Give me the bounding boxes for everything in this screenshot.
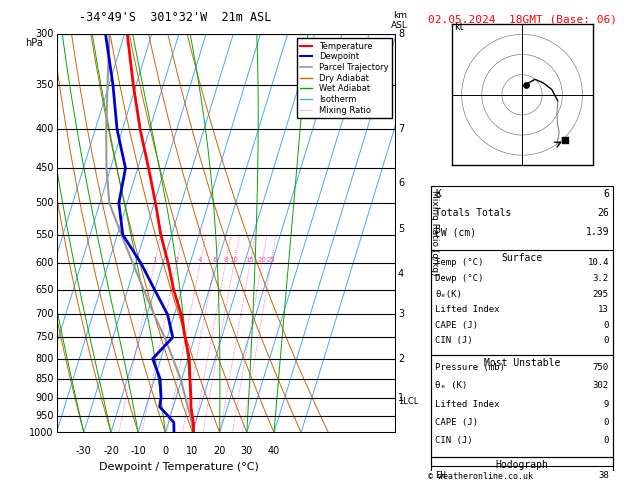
Text: 750: 750 bbox=[35, 332, 54, 342]
Text: 500: 500 bbox=[35, 198, 54, 208]
Text: 10.4: 10.4 bbox=[587, 259, 609, 267]
Text: EH: EH bbox=[435, 471, 446, 480]
Text: 15: 15 bbox=[246, 258, 255, 263]
Text: kt: kt bbox=[454, 22, 464, 32]
Text: 950: 950 bbox=[35, 411, 54, 420]
Text: 0: 0 bbox=[603, 417, 609, 427]
Text: 1.39: 1.39 bbox=[586, 227, 609, 237]
Text: 38: 38 bbox=[598, 471, 609, 480]
Text: 4: 4 bbox=[198, 258, 203, 263]
Text: 550: 550 bbox=[35, 230, 54, 240]
Text: θₑ(K): θₑ(K) bbox=[435, 290, 462, 298]
Point bbox=[560, 137, 570, 144]
Text: 2: 2 bbox=[174, 258, 179, 263]
Text: 40: 40 bbox=[268, 447, 280, 456]
Text: 5: 5 bbox=[398, 224, 404, 234]
Text: K: K bbox=[435, 190, 441, 199]
Text: Dewpoint / Temperature (°C): Dewpoint / Temperature (°C) bbox=[99, 463, 259, 472]
Text: 600: 600 bbox=[35, 259, 54, 268]
Text: 13: 13 bbox=[598, 305, 609, 314]
Text: 02.05.2024  18GMT (Base: 06): 02.05.2024 18GMT (Base: 06) bbox=[428, 15, 616, 25]
Bar bbox=[431, 457, 613, 486]
Text: 7: 7 bbox=[398, 124, 404, 134]
Text: PW (cm): PW (cm) bbox=[435, 227, 476, 237]
Text: 4: 4 bbox=[398, 269, 404, 279]
Text: CIN (J): CIN (J) bbox=[435, 436, 473, 445]
Text: 700: 700 bbox=[35, 310, 54, 319]
Text: -34°49'S  301°32'W  21m ASL: -34°49'S 301°32'W 21m ASL bbox=[79, 11, 272, 24]
Text: 1: 1 bbox=[152, 258, 157, 263]
Text: 650: 650 bbox=[35, 285, 54, 295]
Bar bbox=[431, 250, 613, 355]
Text: 1LCL: 1LCL bbox=[398, 397, 418, 406]
Text: Dewp (°C): Dewp (°C) bbox=[435, 274, 484, 283]
Text: Hodograph: Hodograph bbox=[496, 460, 548, 470]
Text: 6: 6 bbox=[213, 258, 217, 263]
Text: 750: 750 bbox=[593, 364, 609, 372]
Text: Most Unstable: Most Unstable bbox=[484, 358, 560, 368]
Text: -30: -30 bbox=[76, 447, 92, 456]
Text: km
ASL: km ASL bbox=[391, 11, 408, 30]
Point bbox=[520, 82, 530, 89]
Bar bbox=[431, 355, 613, 457]
Text: 3.2: 3.2 bbox=[593, 274, 609, 283]
Text: CIN (J): CIN (J) bbox=[435, 336, 473, 345]
Text: 8: 8 bbox=[223, 258, 228, 263]
Text: 6: 6 bbox=[398, 177, 404, 188]
Text: 900: 900 bbox=[35, 393, 54, 403]
Text: 350: 350 bbox=[35, 80, 54, 90]
Text: CAPE (J): CAPE (J) bbox=[435, 321, 478, 330]
Text: 1000: 1000 bbox=[30, 428, 54, 437]
Text: 450: 450 bbox=[35, 163, 54, 173]
Text: 30: 30 bbox=[241, 447, 253, 456]
Text: 300: 300 bbox=[35, 29, 54, 39]
Text: 0: 0 bbox=[603, 336, 609, 345]
Text: 25: 25 bbox=[267, 258, 276, 263]
Text: © weatheronline.co.uk: © weatheronline.co.uk bbox=[428, 472, 533, 481]
Text: 0: 0 bbox=[603, 436, 609, 445]
Text: Lifted Index: Lifted Index bbox=[435, 399, 500, 409]
Text: 0: 0 bbox=[162, 447, 169, 456]
Text: 26: 26 bbox=[597, 208, 609, 218]
Text: Mixing Ratio (g/kg): Mixing Ratio (g/kg) bbox=[430, 191, 439, 276]
Text: θₑ (K): θₑ (K) bbox=[435, 382, 467, 390]
Text: -20: -20 bbox=[103, 447, 119, 456]
Text: 850: 850 bbox=[35, 374, 54, 384]
Legend: Temperature, Dewpoint, Parcel Trajectory, Dry Adiabat, Wet Adiabat, Isotherm, Mi: Temperature, Dewpoint, Parcel Trajectory… bbox=[297, 38, 392, 118]
Text: Pressure (mb): Pressure (mb) bbox=[435, 364, 505, 372]
Text: 6: 6 bbox=[603, 190, 609, 199]
Text: Lifted Index: Lifted Index bbox=[435, 305, 500, 314]
Text: Temp (°C): Temp (°C) bbox=[435, 259, 484, 267]
Text: CAPE (J): CAPE (J) bbox=[435, 417, 478, 427]
Text: -10: -10 bbox=[130, 447, 146, 456]
Text: Totals Totals: Totals Totals bbox=[435, 208, 511, 218]
Text: 8: 8 bbox=[398, 29, 404, 39]
Text: hPa: hPa bbox=[26, 38, 43, 48]
Text: 295: 295 bbox=[593, 290, 609, 298]
Text: 1: 1 bbox=[398, 393, 404, 403]
Text: 10: 10 bbox=[230, 258, 238, 263]
Text: 3: 3 bbox=[398, 310, 404, 319]
Text: 400: 400 bbox=[35, 124, 54, 134]
Text: 2: 2 bbox=[398, 354, 404, 364]
Text: 20: 20 bbox=[257, 258, 266, 263]
Text: 20: 20 bbox=[213, 447, 226, 456]
Text: 302: 302 bbox=[593, 382, 609, 390]
Text: Surface: Surface bbox=[501, 253, 543, 263]
Text: 9: 9 bbox=[603, 399, 609, 409]
Text: 800: 800 bbox=[35, 354, 54, 364]
Text: 0: 0 bbox=[603, 321, 609, 330]
Text: 10: 10 bbox=[186, 447, 199, 456]
